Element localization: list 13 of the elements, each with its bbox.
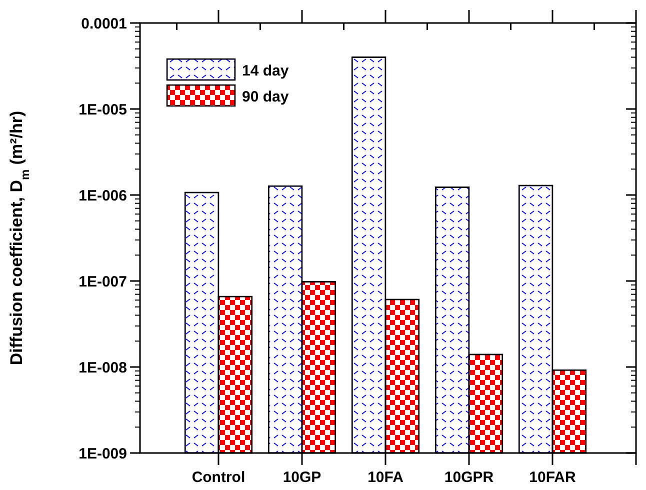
x-tick-label: 10GP [282, 469, 322, 486]
legend-label: 14 day [242, 62, 290, 80]
legend-label: 90 day [242, 88, 290, 106]
x-tick-label: Control [192, 469, 246, 486]
x-tick-label: 10FAR [529, 469, 576, 486]
x-tick-label: 10GPR [444, 469, 494, 486]
y-tick-label: 1E-007 [78, 273, 127, 290]
y-tick-label: 1E-006 [78, 187, 127, 204]
y-tick-label: 1E-009 [78, 445, 127, 462]
x-tick-label: 10FA [368, 469, 404, 486]
y-tick-label: 0.0001 [81, 15, 127, 32]
y-tick-label: 1E-005 [78, 101, 127, 118]
y-tick-label: 1E-008 [78, 359, 127, 376]
